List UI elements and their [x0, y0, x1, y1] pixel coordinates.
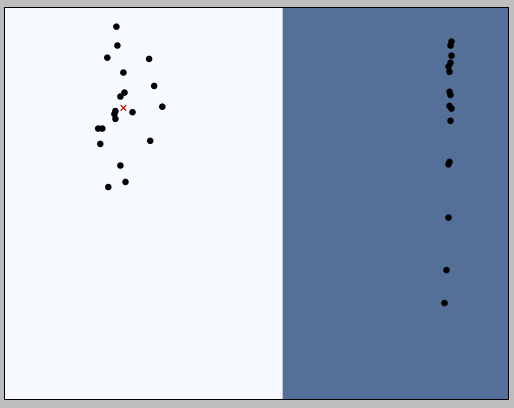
data-point [120, 69, 127, 76]
data-point [448, 52, 455, 59]
data-point [94, 125, 102, 132]
data-point [446, 68, 453, 76]
region-1 [4, 7, 283, 400]
data-point [105, 183, 112, 191]
data-point [150, 82, 158, 90]
data-point [443, 266, 450, 274]
data-point [104, 54, 111, 61]
data-point [445, 214, 452, 221]
region-2 [282, 7, 509, 400]
data-point [159, 103, 166, 110]
data-point [114, 42, 121, 49]
data-point [97, 140, 104, 148]
data-point [146, 137, 154, 145]
data-point [112, 115, 119, 123]
data-points [94, 23, 455, 307]
data-point [445, 161, 452, 168]
data-point [447, 91, 454, 99]
plot-frame [4, 7, 509, 400]
data-point [448, 105, 455, 112]
data-point [447, 42, 454, 49]
data-point [113, 23, 120, 31]
data-point [122, 178, 129, 186]
data-point [441, 299, 448, 307]
data-point [117, 93, 124, 100]
data-point [145, 55, 153, 63]
data-point [447, 117, 454, 125]
x-marker [120, 104, 127, 112]
centroid-markers [120, 104, 127, 112]
data-point [445, 63, 452, 70]
data-point [129, 108, 136, 116]
data-point [117, 162, 124, 169]
data-point [121, 89, 128, 96]
background-regions [4, 7, 509, 400]
